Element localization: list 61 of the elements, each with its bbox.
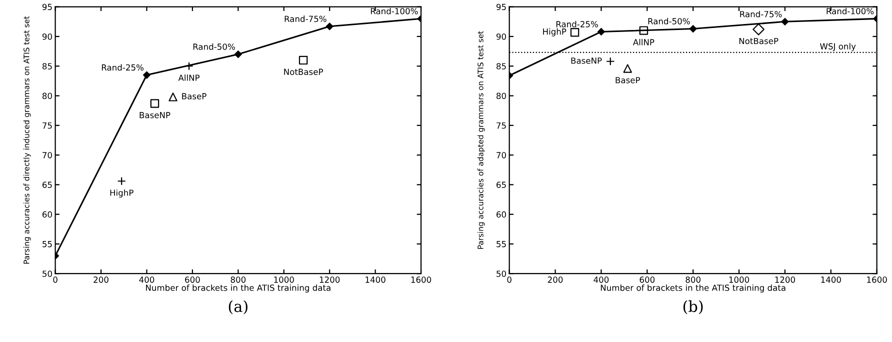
x-axis-title: Number of brackets in the ATIS training data <box>146 284 330 293</box>
y-tick-label: 50 <box>42 270 52 277</box>
x-tick-label: 800 <box>230 276 246 283</box>
x-tick-label: 200 <box>548 276 563 283</box>
annotation: Rand-100% <box>370 8 418 14</box>
x-tick-label: 0 <box>53 276 58 283</box>
y-tick-label: 75 <box>496 122 506 129</box>
x-tick-label: 1400 <box>366 276 386 283</box>
y-tick-label: 90 <box>496 33 506 40</box>
annotation: Rand-50% <box>193 43 235 50</box>
series-label: BaseP <box>182 93 206 100</box>
annotation: Rand-25% <box>556 20 598 28</box>
series-label: HighP <box>543 28 566 36</box>
y-tick-label: 50 <box>496 270 506 277</box>
y-tick-label: 70 <box>496 152 506 158</box>
x-tick-label: 1400 <box>821 276 841 283</box>
y-tick-label: 85 <box>496 63 506 70</box>
y-tick-label: 70 <box>42 152 52 158</box>
x-tick-label: 1200 <box>320 276 340 283</box>
text: (b) <box>683 300 703 314</box>
annotation: Rand-25% <box>102 64 144 71</box>
text: (a) <box>228 300 248 314</box>
y-tick-label: 95 <box>496 4 506 10</box>
series-label: NotBaseP <box>739 38 778 44</box>
x-tick-label: 800 <box>686 276 700 283</box>
y-tick-label: 80 <box>42 92 52 100</box>
annotation: Rand-75% <box>284 16 326 22</box>
y-tick-label: 55 <box>42 241 52 248</box>
x-tick-label: 600 <box>640 276 655 283</box>
x-axis-title: Number of brackets in the ATIS training data <box>600 284 786 293</box>
y-tick-label: 65 <box>496 182 506 188</box>
annotation: Rand-75% <box>740 10 782 18</box>
annotation: Rand-100% <box>826 8 874 14</box>
x-tick-label: 400 <box>139 276 154 283</box>
series-label: BaseP <box>616 77 640 84</box>
x-tick-label: 600 <box>185 276 200 283</box>
x-tick-label: 200 <box>94 276 108 283</box>
y-tick-label: 60 <box>42 211 52 218</box>
y-tick-label: 80 <box>496 92 506 100</box>
series-label: AllNP <box>632 38 654 46</box>
x-tick-label: 1200 <box>775 276 796 283</box>
series-label: AllNP <box>178 74 200 81</box>
series-label: BaseNP <box>571 58 602 64</box>
annotation: Rand-50% <box>648 18 690 24</box>
x-tick-label: 400 <box>594 276 609 283</box>
x-tick-label: 0 <box>507 276 512 283</box>
y-tick-label: 85 <box>42 63 52 70</box>
ref-line-label: WSJ only <box>820 43 856 52</box>
series-label: NotBaseP <box>284 68 323 75</box>
y-tick-label: 95 <box>42 4 52 10</box>
series-label: HighP <box>110 189 134 198</box>
x-tick-label: 1600 <box>867 276 887 283</box>
y-tick-label: 55 <box>496 241 506 248</box>
y-tick-label: 65 <box>42 182 52 188</box>
x-tick-label: 1000 <box>274 276 294 283</box>
x-tick-label: 1000 <box>729 276 750 283</box>
y-tick-label: 90 <box>42 33 52 40</box>
y-tick-label: 60 <box>496 211 506 218</box>
y-tick-label: 75 <box>42 122 52 129</box>
series-label: BaseNP <box>140 112 170 118</box>
x-tick-label: 1600 <box>411 276 432 283</box>
